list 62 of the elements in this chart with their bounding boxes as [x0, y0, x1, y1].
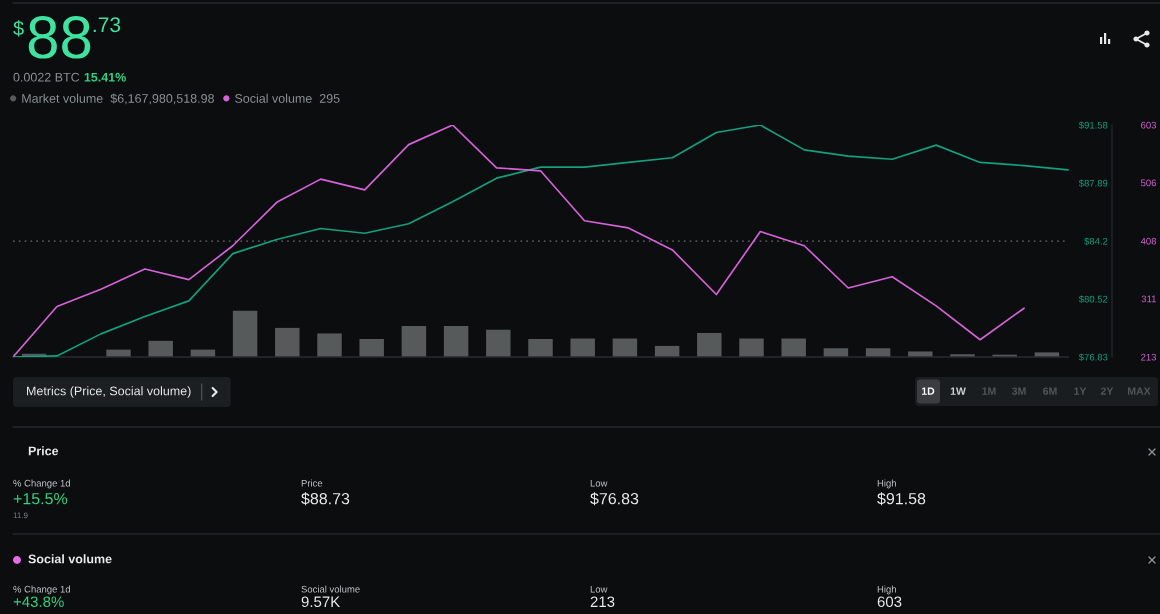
bar	[401, 326, 427, 357]
text: 0.0022 BTC	[13, 72, 80, 82]
bar	[697, 332, 722, 357]
legend-label: Market volume	[22, 93, 103, 103]
bar	[443, 326, 469, 357]
text: MAX	[1128, 387, 1151, 395]
text: 1Y	[1074, 387, 1087, 395]
text: 9.57K	[301, 596, 341, 608]
text: 6M	[1043, 387, 1057, 395]
text: Price	[301, 479, 323, 487]
text: % Change 1d	[13, 479, 70, 489]
y2-tick-label: 408	[1140, 237, 1157, 245]
y-tick-label: $76.83	[1078, 353, 1108, 362]
text: Price	[28, 446, 59, 456]
text: +43.8%	[13, 596, 64, 608]
bar	[739, 338, 764, 357]
bar	[570, 338, 595, 357]
y-tick-label: $84.2	[1084, 237, 1108, 246]
text: Social volume	[28, 554, 112, 564]
text: Low	[590, 585, 608, 593]
text: % Change 1d	[13, 585, 70, 595]
text: 1M	[982, 387, 996, 395]
y-tick-label: $80.52	[1078, 295, 1108, 304]
text: 295	[319, 94, 340, 103]
y2-tick-label: 506	[1140, 179, 1157, 187]
text: +15.5%	[13, 493, 68, 505]
y2-tick-label: 603	[1141, 121, 1157, 129]
bar	[908, 351, 933, 357]
bar	[528, 338, 553, 357]
y2-tick-label: 213	[1141, 353, 1157, 361]
y-tick-label: $91.58	[1078, 121, 1108, 130]
bar	[317, 333, 342, 357]
text: 15.41%	[84, 72, 126, 82]
text: 1D	[921, 387, 935, 395]
text: $	[13, 20, 24, 37]
y-tick-label: $87.89	[1078, 179, 1108, 188]
bar	[486, 329, 511, 357]
text: Social volume	[301, 585, 360, 593]
text: 88	[28, 16, 91, 59]
text: 2Y	[1100, 387, 1114, 395]
text: .73	[93, 17, 121, 33]
text: High	[877, 479, 896, 489]
text: $91.58	[877, 492, 926, 506]
text: 603	[877, 596, 902, 608]
bar	[781, 338, 806, 357]
bar	[275, 327, 300, 357]
text: $88.73	[301, 492, 350, 506]
text: 213	[590, 596, 615, 608]
bar	[148, 340, 173, 357]
y2-tick-label: 311	[1141, 295, 1156, 303]
text: 1W	[950, 387, 966, 395]
text: $76.83	[590, 492, 639, 506]
text: 11.9	[13, 512, 28, 519]
legend-label: Social volume	[235, 93, 312, 103]
text: 3M	[1011, 387, 1026, 395]
bar	[232, 310, 258, 357]
bar	[612, 338, 638, 357]
bar	[359, 338, 384, 357]
text: High	[877, 585, 896, 595]
text: Low	[590, 479, 608, 487]
text: Metrics (Price, Social volume)	[27, 386, 191, 398]
text: $6,167,980,518.98	[110, 93, 214, 105]
